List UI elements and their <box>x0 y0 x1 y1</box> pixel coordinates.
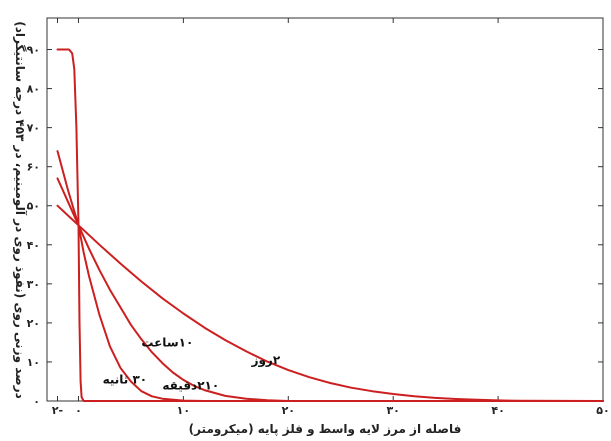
x-tick-label: ۲- <box>52 404 63 417</box>
series-line-4 <box>56 204 604 402</box>
plot-area <box>46 17 604 402</box>
x-tick-label: ۱۰ <box>177 404 190 417</box>
y-tick-label: ۹۰ <box>27 44 40 57</box>
x-tick-label: ۲۰ <box>282 404 295 417</box>
series-line-1 <box>56 48 604 402</box>
series-line-2 <box>56 150 604 402</box>
series-annotation-2: ۲۱۰دقیقه <box>162 378 219 392</box>
y-tick-label: ۰ <box>33 395 40 408</box>
series-line-3 <box>56 177 604 402</box>
y-tick-label: ۷۰ <box>27 122 40 135</box>
series-annotation-1: ۳۰ ثانیه <box>103 372 148 386</box>
series-annotation-3: ۱۰ساعت <box>141 335 193 349</box>
y-tick-label: ۵۰ <box>27 200 40 213</box>
series-annotation-4: ۲روز <box>251 353 281 368</box>
x-tick-label: ۳۰ <box>386 404 399 417</box>
axis-ticks: ۲- ۰ ۱۰ ۲۰ ۳۰ ۴۰ ۵۰ ۰ ۱۰ ۲۰ ۳۰ ۴۰ ۵۰ ۶۰ ۷۰ ۸۰ ۹۰ <box>27 18 610 417</box>
y-tick-label: ۸۰ <box>27 83 40 96</box>
y-axis-label: درصد وزنی روی (نفوذ روی در آلومینیم، در … <box>12 21 28 399</box>
x-tick-label: ۰ <box>75 404 82 417</box>
y-tick-label: ۲۰ <box>27 317 40 330</box>
y-tick-label: ۴۰ <box>27 239 40 252</box>
annotation-layer: ۳۰ ثانیه ۲۱۰دقیقه ۱۰ساعت ۲روز <box>103 335 281 392</box>
x-tick-label: ۵۰ <box>596 404 609 417</box>
x-tick-label: ۴۰ <box>491 404 504 417</box>
y-tick-label: ۶۰ <box>27 161 40 174</box>
x-axis-label: فاصله از مرز لایه واسط و فلز پایه (میکرو… <box>189 422 462 437</box>
series-layer <box>56 48 604 402</box>
y-tick-label: ۳۰ <box>27 278 40 291</box>
y-tick-label: ۱۰ <box>27 356 40 369</box>
